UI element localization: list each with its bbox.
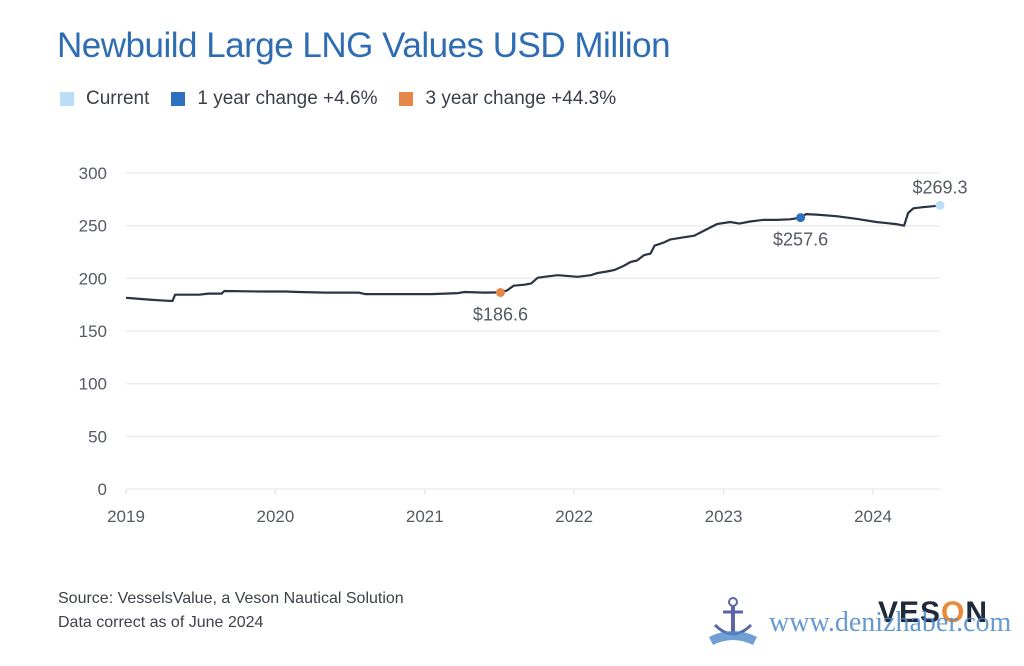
logo-text-o: O	[941, 596, 966, 629]
y-tick-label: 250	[79, 217, 107, 236]
y-tick-label: 200	[79, 269, 107, 288]
x-tick-label: 2022	[555, 507, 593, 526]
source-note: Source: VesselsValue, a Veson Nautical S…	[58, 587, 404, 635]
y-tick-label: 0	[98, 480, 107, 499]
chart-title: Newbuild Large LNG Values USD Million	[57, 26, 671, 65]
annotation-marker-0	[495, 287, 505, 297]
legend-item-3-year-change: 3 year change +44.3%	[399, 88, 616, 110]
value-line	[125, 204, 941, 303]
legend-label-3-year: 3 year change +44.3%	[425, 88, 617, 109]
y-tick-label: 300	[79, 164, 107, 183]
legend-label-1-year: 1 year change +4.6%	[197, 88, 378, 109]
logo-text-suffix: N	[965, 596, 989, 629]
legend-swatch-3-year	[399, 92, 414, 106]
y-tick-label: 100	[79, 375, 107, 394]
legend-item-1-year-change: 1 year change +4.6%	[171, 88, 377, 110]
legend-label-current: Current	[86, 88, 150, 109]
annotation-label: $186.6	[473, 304, 528, 324]
watermark-url: www.denizhaber.com	[769, 607, 1012, 638]
annotation-label: $269.3	[912, 177, 967, 197]
y-tick-label: 50	[88, 427, 107, 446]
veson-logo: VESON	[878, 596, 988, 630]
annotation-label: $257.6	[773, 230, 828, 250]
legend-swatch-current	[60, 92, 74, 106]
legend-item-current: Current	[60, 88, 149, 110]
data-date-text: Data correct as of June 2024	[58, 614, 264, 631]
x-axis-ticks: 2019 2020 2021 2022 2023 2024	[107, 489, 892, 526]
x-tick-label: 2023	[705, 507, 743, 526]
x-tick-label: 2024	[854, 507, 892, 526]
x-tick-label: 2021	[406, 507, 444, 526]
annotation-marker-1	[796, 213, 806, 223]
legend-swatch-1-year	[171, 92, 186, 106]
logo-text-prefix: VES	[878, 596, 942, 629]
source-text: Source: VesselsValue, a Veson Nautical S…	[58, 590, 404, 607]
x-tick-label: 2020	[256, 507, 294, 526]
annotations: $186.6 $257.6 $269.3	[473, 177, 968, 324]
x-tick-label: 2019	[107, 507, 145, 526]
y-axis-ticks: 0 50 100 150 200 250 300	[79, 164, 107, 499]
annotation-marker-2	[935, 200, 945, 210]
gridlines	[126, 172, 940, 490]
anchor-icon	[709, 597, 757, 645]
y-tick-label: 150	[79, 322, 107, 341]
watermark: www.denizhaber.com	[705, 595, 1011, 651]
legend: Current 1 year change +4.6% 3 year chang…	[60, 88, 638, 110]
